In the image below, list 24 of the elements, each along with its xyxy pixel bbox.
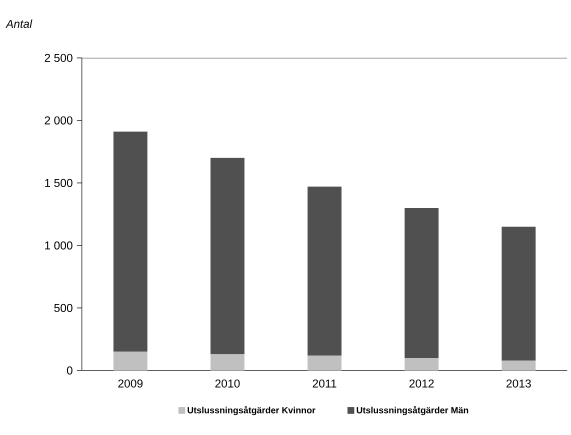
y-tick-label: 0	[66, 366, 72, 374]
y-tick-label: 2 000	[44, 116, 72, 124]
x-tick-label: 2010	[215, 379, 240, 388]
bar	[502, 226, 536, 360]
bar	[113, 352, 148, 370]
y-tick-label: 1 000	[45, 241, 72, 250]
x-tick-label: 2013	[506, 379, 531, 388]
bar	[502, 360, 536, 370]
y-tick-label: 2 500	[44, 54, 72, 62]
x-tick-label: 2009	[118, 379, 143, 388]
x-tick-label: 2012	[409, 379, 434, 388]
y-axis-title: Antal	[5, 19, 32, 28]
bar	[210, 354, 244, 370]
y-tick-label: 1 500	[45, 178, 72, 187]
bar	[404, 208, 439, 358]
y-tick-label: 500	[54, 304, 72, 312]
legend-label: Utslussningsåtgärder Män	[356, 406, 468, 415]
bar	[210, 158, 244, 354]
bar	[113, 131, 148, 352]
bar	[308, 186, 342, 356]
legend-label: Utslussningsåtgärder Kvinnor	[188, 406, 316, 415]
x-tick-label: 2011	[312, 379, 336, 388]
bar	[308, 355, 342, 370]
bar	[404, 358, 439, 370]
